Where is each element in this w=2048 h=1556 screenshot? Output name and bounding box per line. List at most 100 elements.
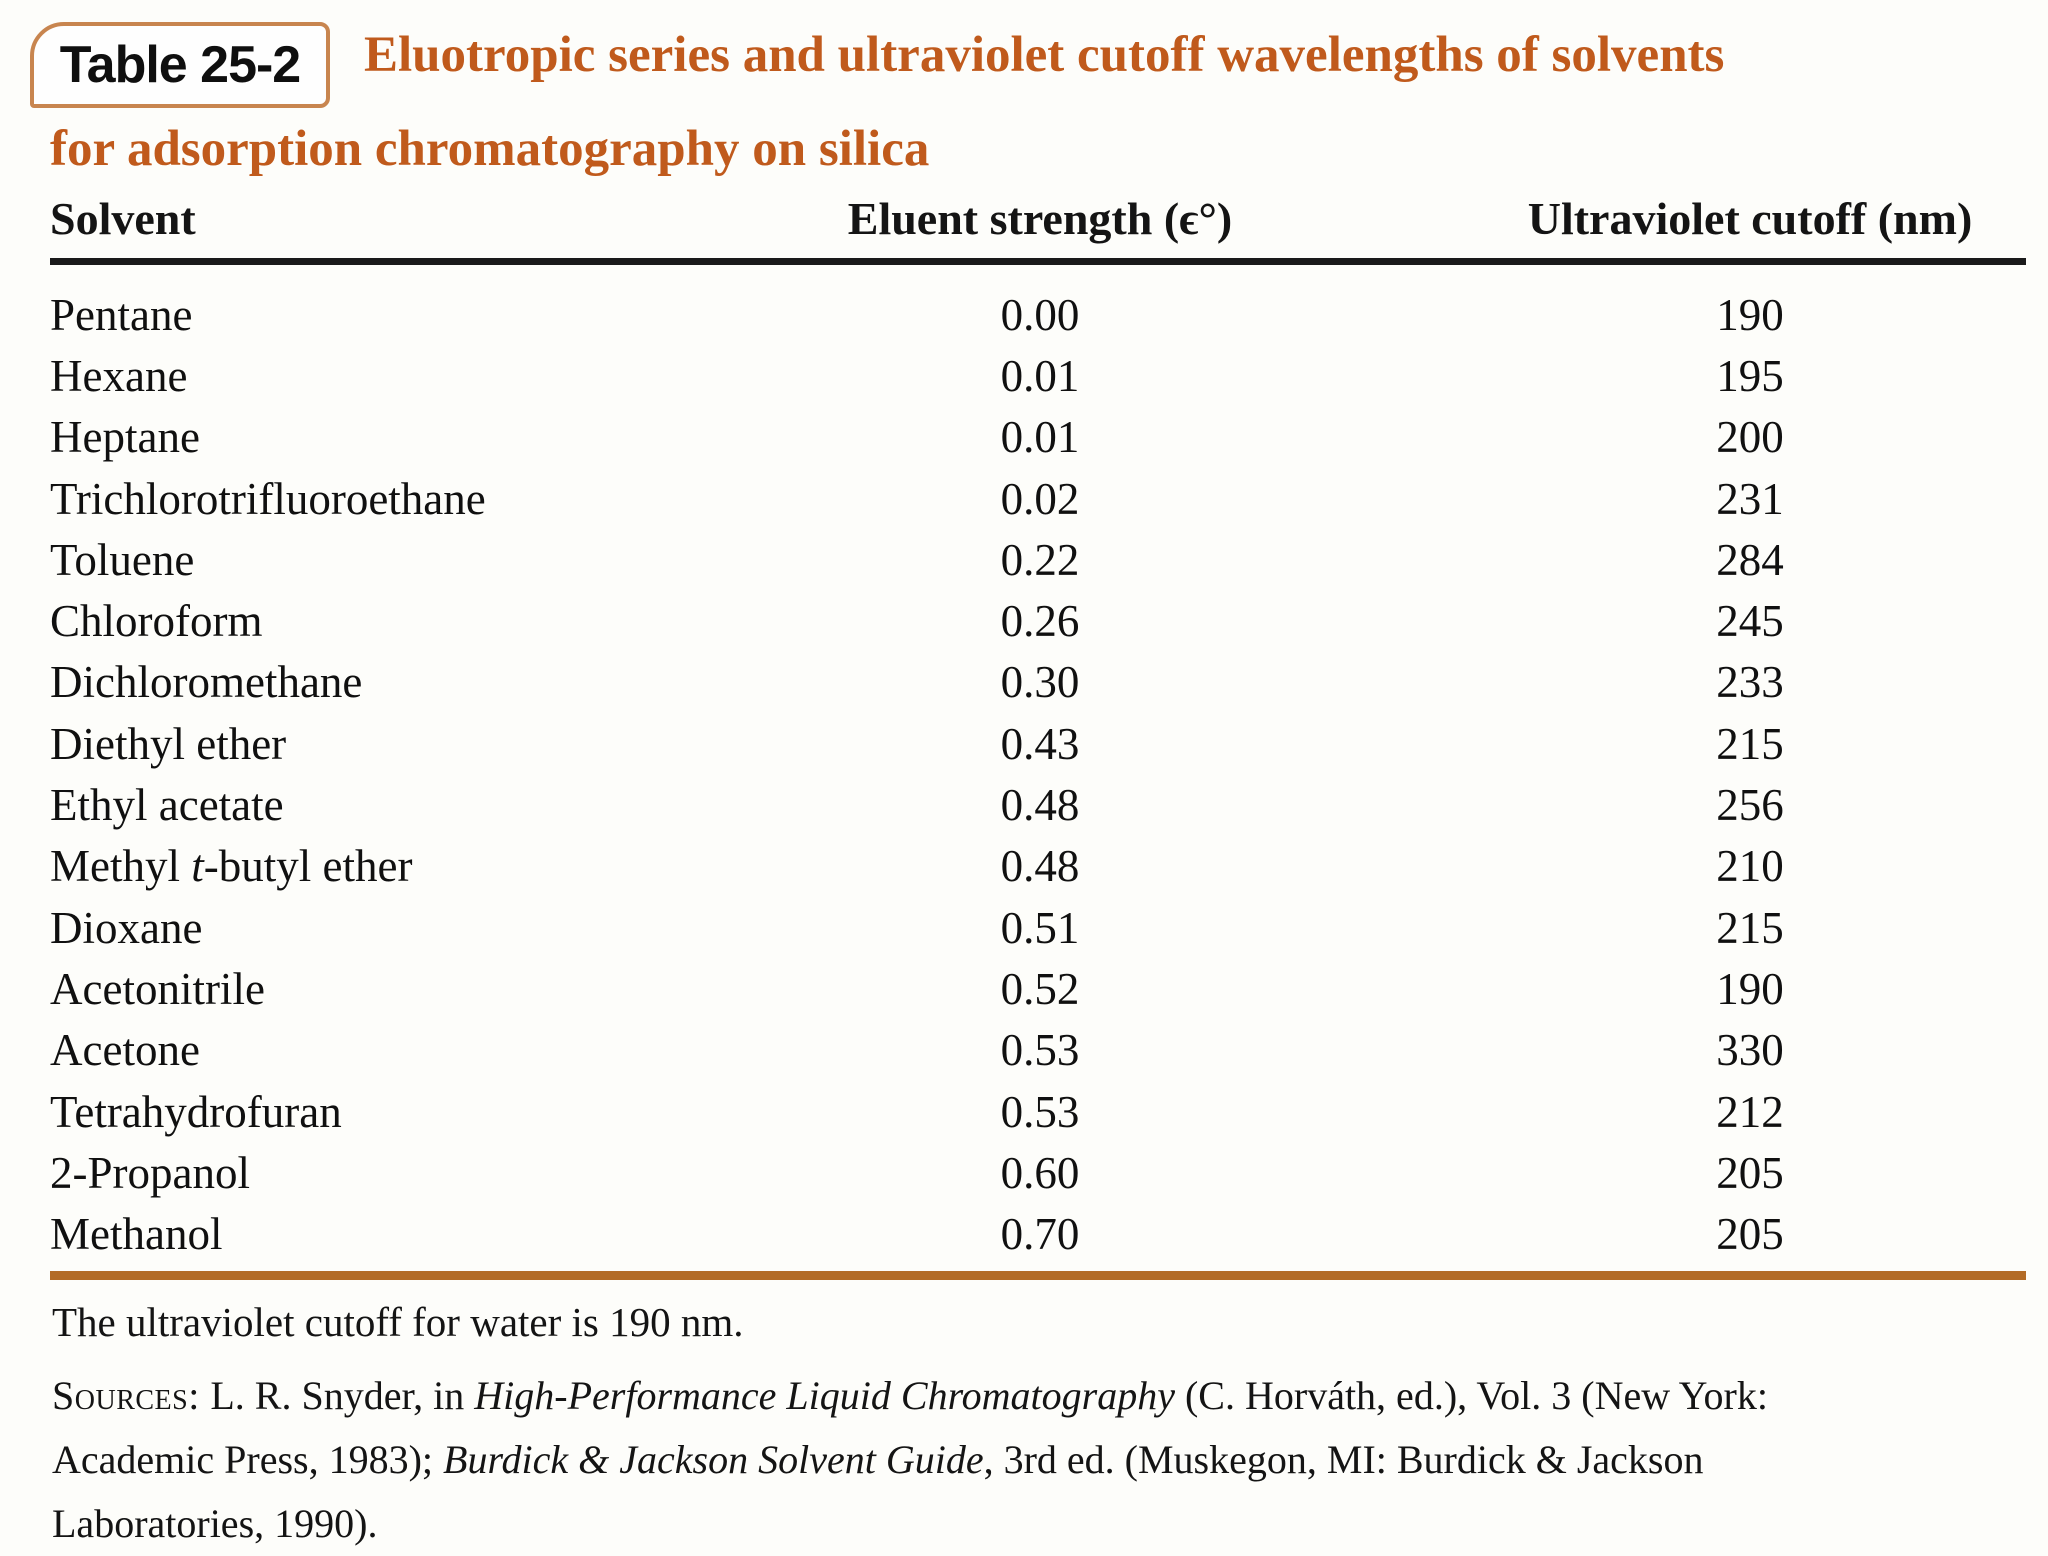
uv-cutoff-cell: 200 [1716,412,1784,463]
uv-cutoff-cell: 256 [1716,780,1784,831]
table-number-box: Table 25-2 [30,22,330,108]
text-part: Acetonitrile [50,963,265,1014]
text-part: L. R. Snyder, in [210,1373,475,1418]
eluent-strength-cell: 0.52 [1000,963,1080,1014]
table-row: Dioxane 0.51 215 [50,897,2026,958]
table-row: Hexane 0.01 195 [50,345,2026,406]
solvent-cell: Acetone [50,1024,606,1076]
text-part: Acetone [50,1025,200,1076]
text-part: Trichlorotrifluoroethane [50,473,486,524]
eluent-strength-cell: 0.00 [1000,289,1080,340]
text-part: High-Performance Liquid Chromatography [474,1373,1175,1418]
eluent-strength-cell: 0.51 [1000,902,1080,953]
solvent-cell: Dichloromethane [50,656,606,708]
table-row: Ethyl acetate 0.48 256 [50,774,2026,835]
text-part: Pentane [50,289,193,340]
sources-line: Sources: L. R. Snyder, in High-Performan… [52,1364,1768,1428]
solvent-cell: Hexane [50,350,606,402]
eluent-strength-cell: 0.60 [1000,1147,1080,1198]
table-title-line2: for adsorption chromatography on silica [50,121,930,177]
uv-cutoff-cell: 212 [1716,1086,1784,1137]
table-row: Toluene 0.22 284 [50,529,2026,590]
table-row: Dichloromethane 0.30 233 [50,652,2026,713]
text-part: Academic Press, 1983); [52,1437,444,1482]
eluent-strength-cell: 0.02 [1000,473,1080,524]
solvent-cell: Tetrahydrofuran [50,1086,606,1138]
sources-paragraph: Sources: L. R. Snyder, in High-Performan… [52,1364,1768,1556]
uv-cutoff-cell: 284 [1716,534,1784,585]
column-header-uv-cutoff: Ultraviolet cutoff (nm) [1527,193,1973,244]
table-row: Acetone 0.53 330 [50,1020,2026,1081]
text-part: Dichloromethane [50,657,363,708]
uv-cutoff-cell: 233 [1716,657,1784,708]
text-part: 2-Propanol [50,1147,250,1198]
table-row: 2-Propanol 0.60 205 [50,1142,2026,1203]
uv-cutoff-cell: 190 [1716,289,1784,340]
table-row: Trichlorotrifluoroethane 0.02 231 [50,468,2026,529]
uv-cutoff-cell: 215 [1716,718,1784,769]
text-part: -butyl ether [203,841,413,892]
text-part: Toluene [50,534,195,585]
solvent-cell: Dioxane [50,902,606,954]
table-row: Tetrahydrofuran 0.53 212 [50,1081,2026,1142]
column-header-eluent-strength: Eluent strength (ϵ°) [847,193,1233,244]
text-part: Methanol [50,1209,223,1260]
solvent-cell: Methanol [50,1208,606,1260]
uv-cutoff-cell: 190 [1716,963,1784,1014]
text-part: Sources: [52,1373,211,1418]
text-part: Burdick & Jackson Solvent Guide [443,1437,984,1482]
table-title-line1: Eluotropic series and ultraviolet cutoff… [364,27,1725,83]
table-body: Pentane 0.00 190 Hexane 0.01 195 Heptane 0.01 20… [50,284,2026,1265]
column-header-solvent: Solvent [50,193,196,244]
text-part: Tetrahydrofuran [50,1086,342,1137]
text-part: Chloroform [50,596,263,647]
text-part: Laboratories, 1990). [52,1501,378,1546]
eluent-strength-cell: 0.70 [1000,1209,1080,1260]
eluent-strength-cell: 0.30 [1000,657,1080,708]
uv-cutoff-cell: 195 [1716,350,1784,401]
solvent-cell: Heptane [50,411,606,463]
uv-cutoff-cell: 210 [1716,841,1784,892]
text-part: Hexane [50,350,188,401]
uv-cutoff-cell: 231 [1716,473,1784,524]
eluent-strength-cell: 0.43 [1000,718,1080,769]
text-part: , 3rd ed. (Muskegon, MI: Burdick & Jacks… [983,1437,1704,1482]
text-part: Methyl [50,841,192,892]
table-bottom-rule [50,1271,2026,1280]
uv-cutoff-cell: 245 [1716,596,1784,647]
solvent-cell: Methyl t-butyl ether [50,840,606,892]
text-part: t [191,841,204,892]
eluent-strength-cell: 0.53 [1000,1025,1080,1076]
table-row: Chloroform 0.26 245 [50,590,2026,651]
text-part: (C. Horváth, ed.), Vol. 3 (New York: [1174,1373,1768,1418]
header-divider-rule [50,258,2026,265]
text-part: Heptane [50,412,200,463]
eluent-strength-cell: 0.53 [1000,1086,1080,1137]
sources-line: Academic Press, 1983); Burdick & Jackson… [52,1428,1768,1492]
solvent-cell: Ethyl acetate [50,779,606,831]
table-footnote: The ultraviolet cutoff for water is 190 … [52,1299,744,1345]
solvent-cell: Trichlorotrifluoroethane [50,473,606,525]
sources-line: Laboratories, 1990). [52,1492,1768,1556]
table-row: Methyl t-butyl ether 0.48 210 [50,836,2026,897]
table-header-row: Solvent Eluent strength (ϵ°) Ultraviolet… [50,192,2026,245]
text-part: Dioxane [50,902,203,953]
eluent-strength-cell: 0.22 [1000,534,1080,585]
eluent-strength-cell: 0.48 [1000,780,1080,831]
table-row: Acetonitrile 0.52 190 [50,958,2026,1019]
eluent-strength-cell: 0.48 [1000,841,1080,892]
solvent-cell: Acetonitrile [50,963,606,1015]
table-row: Diethyl ether 0.43 215 [50,713,2026,774]
eluent-strength-cell: 0.01 [1000,350,1080,401]
table-row: Pentane 0.00 190 [50,284,2026,345]
table-row: Heptane 0.01 200 [50,407,2026,468]
solvent-cell: Diethyl ether [50,718,606,770]
solvent-cell: Chloroform [50,595,606,647]
text-part: Ethyl acetate [50,780,284,831]
eluent-strength-cell: 0.26 [1000,596,1080,647]
uv-cutoff-cell: 205 [1716,1209,1784,1260]
table-row: Methanol 0.70 205 [50,1203,2026,1264]
table-number-label: Table 25-2 [59,36,301,94]
eluent-strength-cell: 0.01 [1000,412,1080,463]
